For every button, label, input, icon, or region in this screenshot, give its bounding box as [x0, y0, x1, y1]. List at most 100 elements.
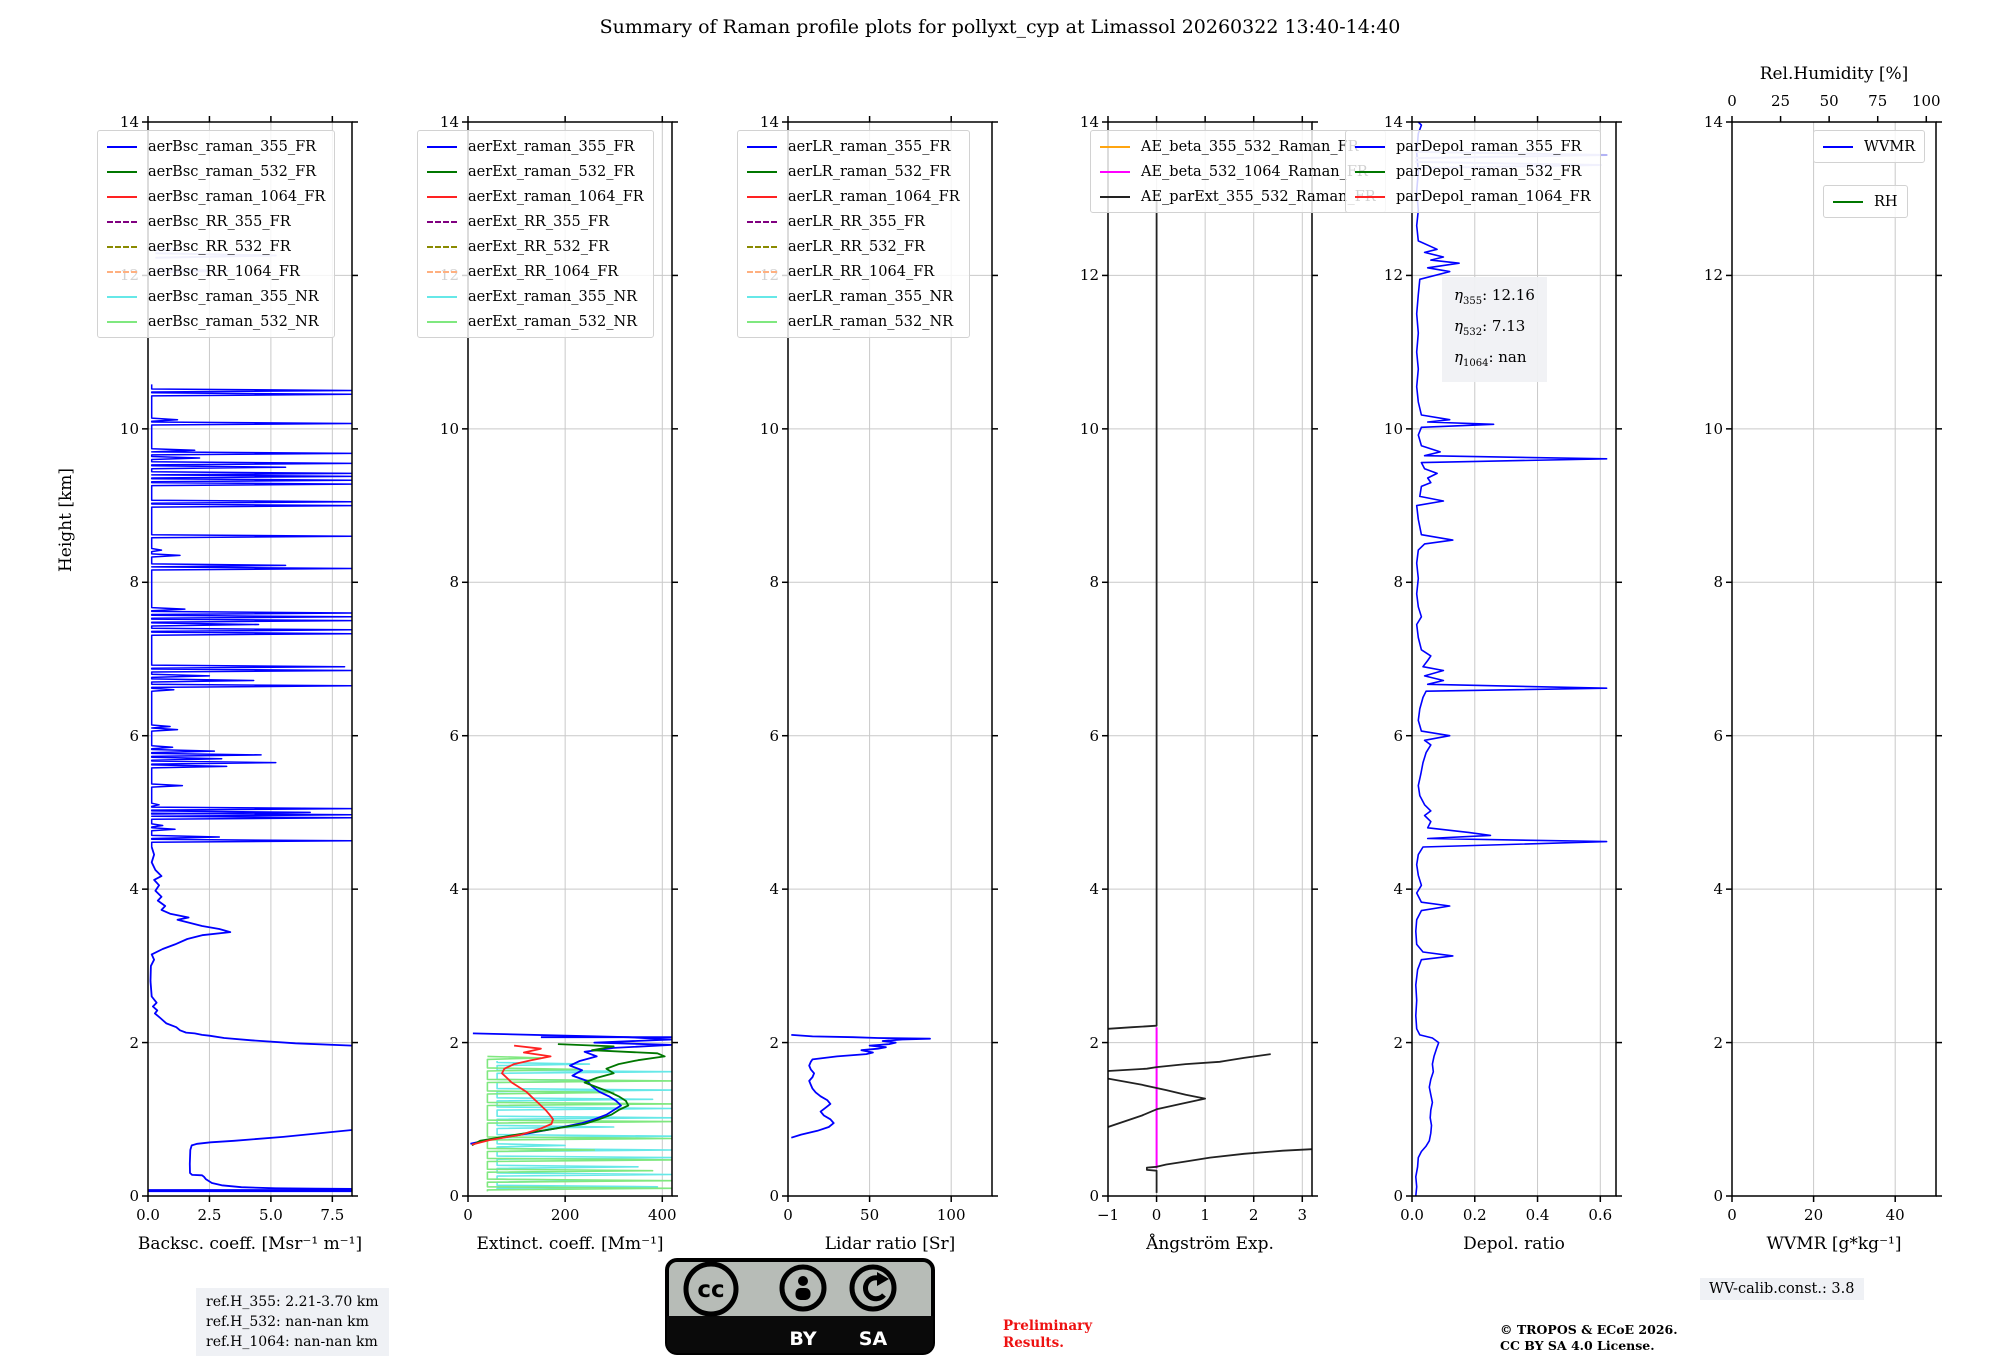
axes-frame [1406, 116, 1622, 1202]
by-person-icon [779, 1264, 827, 1312]
y-tick-label: 14 [1079, 113, 1099, 131]
plot-angstroem-canvas [1102, 116, 1318, 1202]
legend-item: aerLR_raman_532_FR [747, 159, 960, 184]
y-tick-label: 4 [769, 880, 779, 899]
legend-label: aerLR_RR_355_FR [788, 213, 925, 230]
parDepol_raman_355_FR-swatch [1355, 145, 1385, 148]
aerLR_raman_532_FR-swatch [747, 170, 777, 173]
legend-label: aerBsc_RR_532_FR [148, 238, 291, 255]
y-tick-label: 0 [1089, 1187, 1099, 1205]
AE_parExt_355_532_Raman_FR-swatch [1100, 195, 1130, 198]
aerBsc_raman_532_NR-swatch [107, 320, 137, 323]
legend-extinction: aerExt_raman_355_FR aerExt_raman_532_FR ae… [417, 130, 654, 338]
x-tick-label: 0.4 [1525, 1206, 1550, 1224]
series-aerExt_532_NR [486, 1055, 672, 1192]
y-tick-label: 4 [449, 880, 459, 899]
cc-by-sa-badge: cc BY SA [665, 1258, 935, 1355]
legend-item: aerLR_RR_532_FR [747, 234, 960, 259]
figure-title: Summary of Raman profile plots for polly… [599, 16, 1401, 38]
y-tick-label: 10 [1703, 419, 1723, 438]
y-tick-label: 6 [449, 726, 459, 745]
x-tick-label: 0.2 [1462, 1206, 1487, 1224]
x-tick-label: 0 [1727, 1206, 1737, 1224]
top-tick-label: 50 [1819, 92, 1839, 110]
x-tick-label: 3 [1297, 1206, 1308, 1224]
eta-row: η532: 7.13 [1454, 317, 1526, 338]
legend-label: aerLR_raman_1064_FR [788, 188, 960, 205]
legend-item: aerExt_RR_532_FR [427, 234, 644, 259]
legend-item: parDepol_raman_532_FR [1355, 159, 1591, 184]
legend-label: aerLR_raman_355_NR [788, 288, 954, 305]
y-tick-label: 14 [439, 113, 459, 131]
plot-depol-ratio: 0 2 4 6 8 10 12 14 0.0 0.2 0.4 0.6 Depol. ratio parDe… [1345, 113, 1622, 1254]
y-tick-label: 0 [1393, 1187, 1403, 1205]
wv-calibration-note: WV-calib.const.: 3.8 [1700, 1278, 1864, 1300]
series-AE_parExt_upper [1108, 198, 1158, 1030]
ref-h-532: ref.H_532: nan-nan km [206, 1314, 369, 1330]
x-axis-title-extinction: Extinct. coeff. [Mm⁻¹] [476, 1234, 664, 1254]
series-aerExt_532_FR [471, 1043, 666, 1147]
y-tick-label: 6 [1713, 726, 1723, 745]
y-axis-title: Height [km] [56, 467, 76, 573]
legend-item: AE_beta_532_1064_Raman_FR [1100, 159, 1376, 184]
legend-label: aerLR_RR_1064_FR [788, 263, 935, 280]
legend-item: parDepol_raman_355_FR [1355, 134, 1591, 159]
aerBsc_raman_532_FR-swatch [107, 170, 137, 173]
legend-label: AE_parExt_355_532_Raman_FR [1141, 188, 1376, 205]
legend-item: aerBsc_raman_1064_FR [107, 184, 325, 209]
y-tick-label: 0 [1713, 1187, 1723, 1205]
sa-arrow-arc [863, 1275, 886, 1302]
y-tick-label: 10 [759, 419, 779, 438]
legend-item: aerLR_RR_355_FR [747, 209, 960, 234]
y-tick-label: 8 [449, 573, 459, 592]
x-tick-label: 0 [1151, 1206, 1162, 1224]
legend-item: WVMR [1823, 134, 1915, 159]
x-tick-label: −1 [1096, 1206, 1120, 1224]
y-tick-label: 2 [1393, 1033, 1403, 1052]
legend-item: aerLR_raman_355_FR [747, 134, 960, 159]
legend-label: parDepol_raman_1064_FR [1396, 188, 1591, 205]
x-tick-label: 0.0 [1400, 1206, 1424, 1224]
aerBsc_raman_355_NR-swatch [107, 295, 137, 298]
legend-item: RH [1833, 189, 1898, 214]
legend-label: aerExt_raman_532_NR [468, 313, 638, 330]
RH-swatch [1833, 200, 1863, 203]
gridlines [1107, 121, 1312, 1197]
y-tick-label: 8 [1393, 573, 1403, 592]
cc-icon-text: cc [697, 1277, 724, 1303]
legend-item: parDepol_raman_1064_FR [1355, 184, 1591, 209]
copyright-note: © TROPOS & ECoE 2026. CC BY SA 4.0 Licen… [1500, 1322, 1678, 1354]
x-tick-label: 2 [1248, 1206, 1259, 1224]
parDepol_raman_1064_FR-swatch [1355, 195, 1385, 198]
x-tick-label: 2.5 [197, 1206, 222, 1224]
sa-label: SA [859, 1328, 888, 1350]
legend-item: aerExt_raman_532_NR [427, 309, 644, 334]
legend-label: RH [1874, 193, 1898, 210]
copyright-line-2: CC BY SA 4.0 License. [1500, 1338, 1655, 1353]
x-tick-label: 200 [550, 1206, 580, 1224]
aerLR_raman_355_FR-swatch [747, 145, 777, 148]
legend-label: parDepol_raman_355_FR [1396, 138, 1582, 155]
legend-item: aerBsc_RR_532_FR [107, 234, 325, 259]
legend-item: aerLR_raman_1064_FR [747, 184, 960, 209]
axes-frame [462, 116, 678, 1202]
legend-label: aerLR_raman_532_FR [788, 163, 951, 180]
x-tick-label: 7.5 [320, 1206, 345, 1224]
series-AE_parExt_mid2 [1108, 1053, 1271, 1072]
y-tick-label: 0 [129, 1187, 139, 1205]
sa-arrow-icon [849, 1264, 897, 1312]
x-tick-label: 40 [1885, 1206, 1905, 1224]
legend-item: aerLR_raman_355_NR [747, 284, 960, 309]
series-AE_parExt_low [1146, 1148, 1312, 1193]
x-tick-label: 0 [463, 1206, 473, 1224]
y-tick-label: 2 [449, 1033, 459, 1052]
plot-depol-ratio-canvas [1406, 116, 1622, 1202]
gridlines [1731, 121, 1936, 1197]
y-tick-label: 6 [129, 726, 139, 745]
legend-item: aerExt_raman_532_FR [427, 159, 644, 184]
by-label: BY [789, 1328, 816, 1350]
x-tick-label: 5.0 [258, 1206, 283, 1224]
by-person-body [795, 1288, 811, 1300]
legend-item: aerBsc_RR_355_FR [107, 209, 325, 234]
top-tick-label: 75 [1868, 92, 1888, 110]
